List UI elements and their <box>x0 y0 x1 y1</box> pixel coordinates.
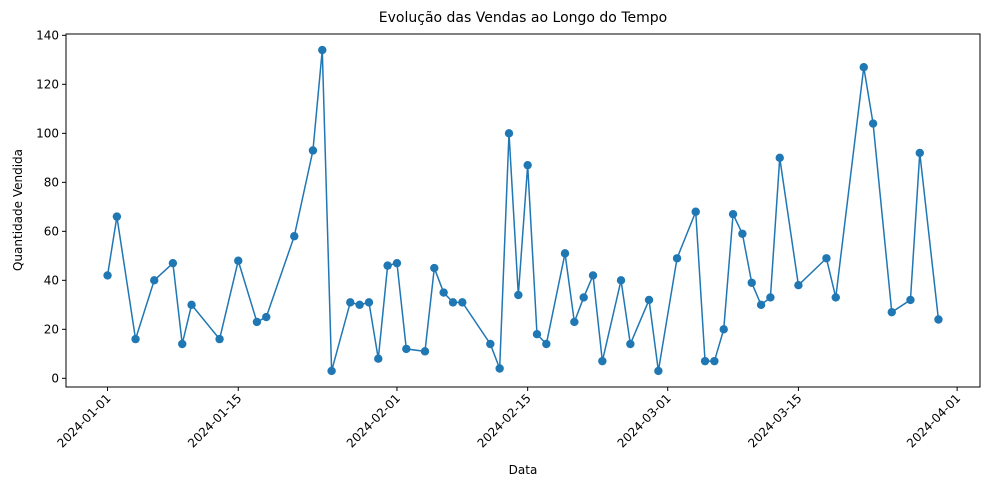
y-tick-label: 40 <box>44 273 59 287</box>
data-point <box>934 315 943 324</box>
data-point <box>859 62 868 72</box>
data-point <box>747 278 756 287</box>
data-point <box>262 312 271 322</box>
data-point <box>644 295 654 305</box>
data-point <box>168 258 178 268</box>
data-point <box>523 160 532 170</box>
data-point <box>178 339 187 349</box>
data-point <box>588 271 598 280</box>
data-point <box>486 339 495 349</box>
data-point <box>112 212 122 221</box>
data-point <box>215 334 224 344</box>
y-tick-label: 80 <box>44 175 59 189</box>
data-point <box>915 148 924 158</box>
data-point <box>495 364 504 373</box>
data-point <box>252 317 262 327</box>
x-tick-label: 2024-04-01 <box>904 391 963 450</box>
data-point <box>579 293 588 302</box>
data-point <box>392 258 402 268</box>
data-point <box>868 119 878 128</box>
data-point <box>794 281 803 290</box>
data-point <box>691 207 700 216</box>
data-point <box>327 366 336 376</box>
data-point <box>775 153 784 163</box>
x-tick-label: 2024-01-01 <box>54 391 113 450</box>
data-point <box>728 209 738 219</box>
chart-title: Evolução das Vendas ao Longo do Tempo <box>379 10 667 26</box>
data-point <box>355 300 364 310</box>
data-point <box>364 298 374 307</box>
y-axis-label: Quantidade Vendida <box>11 149 25 271</box>
data-point <box>532 330 542 339</box>
data-point <box>318 45 327 55</box>
data-point <box>187 300 196 310</box>
data-point <box>626 339 635 349</box>
data-point <box>738 229 747 238</box>
y-tick-label: 20 <box>44 322 59 336</box>
series-line <box>106 49 940 372</box>
y-tick-label: 0 <box>51 371 59 385</box>
data-point <box>458 298 467 307</box>
data-point <box>719 325 728 334</box>
data-point <box>654 366 663 376</box>
data-point <box>150 276 159 285</box>
data-point <box>402 344 411 354</box>
data-point <box>290 232 299 241</box>
x-tick-label: 2024-03-01 <box>615 391 674 450</box>
data-point <box>822 254 831 263</box>
x-tick-label: 2024-03-15 <box>745 391 804 450</box>
data-point <box>504 129 514 138</box>
x-axis-label: Data <box>509 463 538 477</box>
data-point <box>103 271 112 280</box>
data-point <box>374 354 383 363</box>
data-point <box>906 295 915 305</box>
data-point <box>598 356 607 366</box>
data-point <box>710 356 719 366</box>
x-tick-label: 2024-02-15 <box>475 391 534 450</box>
data-point <box>542 339 551 349</box>
plot-frame <box>65 33 981 388</box>
data-point <box>672 254 682 263</box>
data-point <box>420 347 430 356</box>
data-point <box>346 298 355 307</box>
data-point <box>756 300 766 310</box>
data-point <box>131 334 140 344</box>
data-point <box>570 317 579 327</box>
data-point <box>234 256 243 265</box>
data-point <box>308 146 318 155</box>
data-point <box>514 290 523 300</box>
data-point <box>766 293 775 302</box>
data-point <box>700 356 710 366</box>
y-tick-label: 100 <box>36 126 59 140</box>
data-point <box>439 288 448 297</box>
y-tick-label: 120 <box>36 77 59 91</box>
data-point <box>383 261 392 270</box>
x-tick-label: 2024-01-15 <box>185 391 244 450</box>
data-point <box>448 298 458 307</box>
data-point <box>560 249 570 258</box>
y-tick-label: 60 <box>44 224 59 238</box>
y-tick-label: 140 <box>36 28 59 42</box>
data-point <box>430 263 439 273</box>
x-tick-label: 2024-02-01 <box>344 391 403 450</box>
data-point <box>887 307 896 317</box>
data-point <box>831 293 840 302</box>
data-point <box>616 276 626 285</box>
